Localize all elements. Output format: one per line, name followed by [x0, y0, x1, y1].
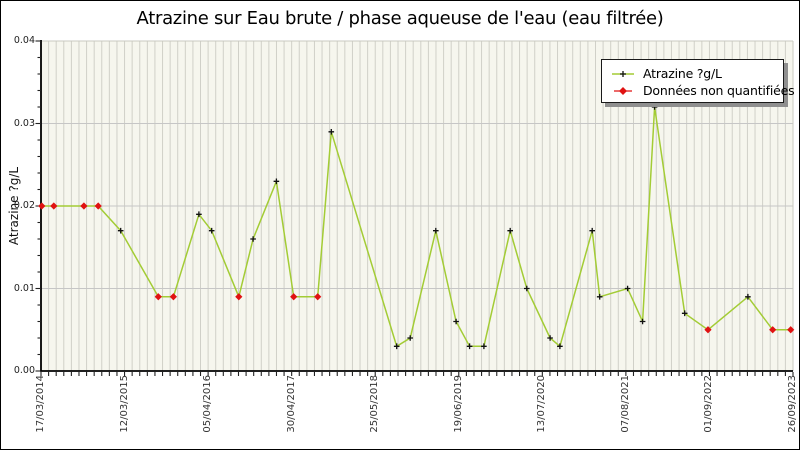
chart-title: Atrazine sur Eau brute / phase aqueuse d…	[136, 8, 664, 29]
x-tick-label: 26/09/2023	[787, 375, 798, 433]
x-tick-label: 25/05/2018	[369, 375, 381, 433]
x-tick-label: 30/04/2017	[285, 375, 297, 433]
x-tick-label: 01/09/2022	[703, 375, 715, 433]
y-tick-label: 0.02	[13, 200, 35, 211]
x-tick-label: 13/07/2020	[536, 375, 548, 433]
legend-label: Données non quantifiées	[643, 83, 795, 98]
x-tick-label: 12/03/2015	[118, 375, 130, 433]
x-tick-label: 07/08/2021	[619, 375, 631, 433]
x-tick-label: 05/04/2016	[202, 375, 214, 433]
x-tick-label: 19/06/2019	[452, 375, 464, 433]
legend-diamond-icon	[614, 86, 632, 95]
y-tick-label: 0.04	[13, 35, 35, 46]
y-tick-label: 0.01	[13, 282, 35, 294]
legend-item-non-quantifie: Données non quantifiées	[610, 82, 795, 99]
legend-line-plus-icon	[612, 70, 634, 77]
legend-box: Atrazine ?g/L Données non quantifiées	[601, 59, 795, 103]
x-tick-label: 17/03/2014	[35, 375, 46, 433]
legend-label: Atrazine ?g/L	[643, 66, 722, 81]
y-tick-label: 0.00	[13, 365, 35, 376]
y-tick-label: 0.03	[13, 117, 35, 129]
legend-item-atrazine: Atrazine ?g/L	[610, 65, 779, 82]
